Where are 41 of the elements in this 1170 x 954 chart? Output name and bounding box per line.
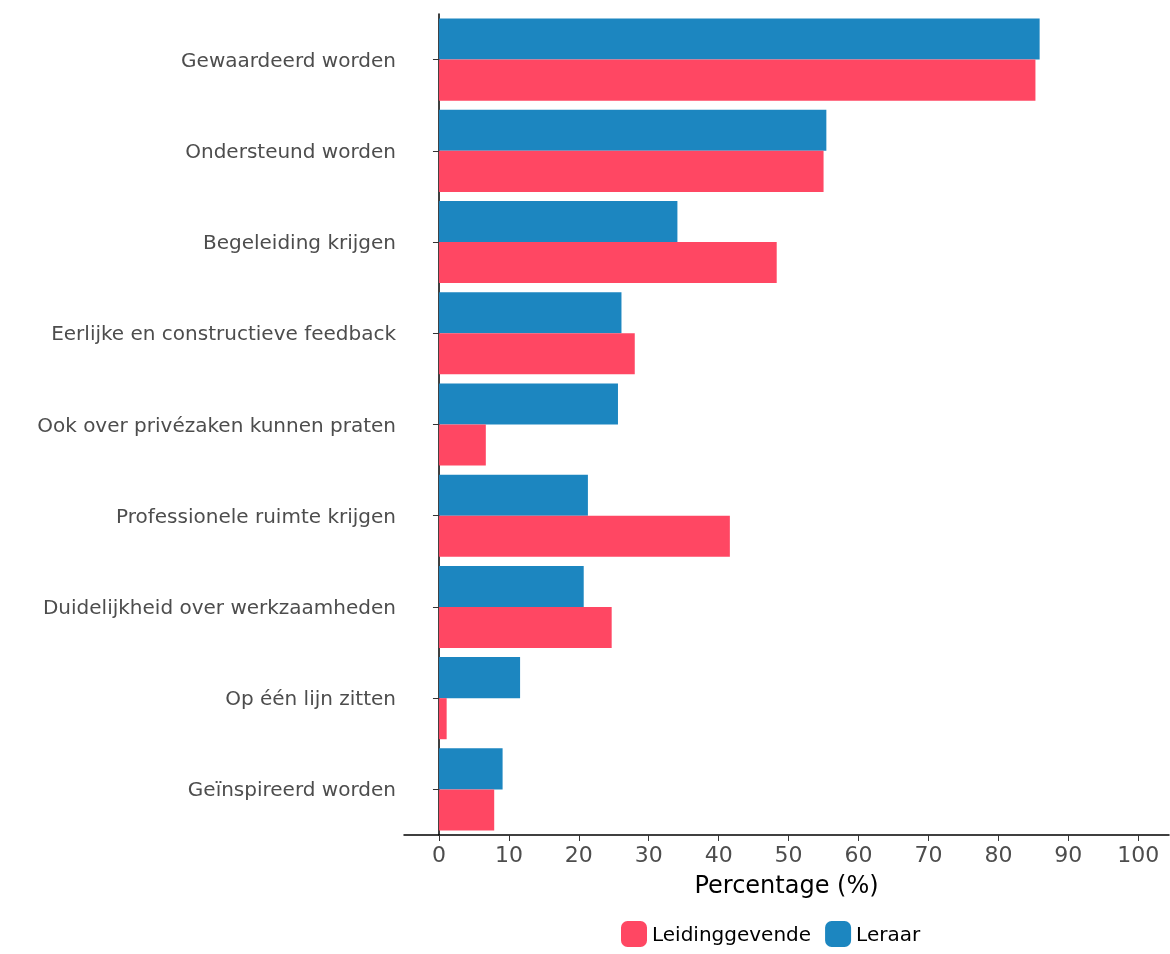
bar — [438, 383, 618, 425]
bar — [438, 109, 827, 151]
bar — [438, 657, 521, 699]
bar — [438, 292, 622, 334]
bar — [438, 201, 678, 243]
x-tick-label: 100 — [1117, 841, 1160, 867]
x-tick-label: 10 — [494, 841, 523, 867]
y-tick-label: Ondersteund worden — [185, 138, 396, 163]
x-tick-label: 60 — [844, 841, 873, 867]
bar — [438, 565, 584, 607]
bar — [438, 606, 612, 648]
x-tick-label: 40 — [704, 841, 733, 867]
bar — [438, 474, 588, 516]
y-tick-label: Duidelijkheid over werkzaamheden — [42, 594, 396, 619]
x-tick-label: 90 — [1054, 841, 1083, 867]
x-tick-label: 20 — [564, 841, 593, 867]
bar — [438, 242, 777, 284]
x-axis-title: Percentage (%) — [694, 871, 879, 899]
x-tick-label: 50 — [774, 841, 803, 867]
bar — [438, 424, 486, 466]
y-tick-label: Op één lijn zitten — [225, 686, 396, 711]
bar — [438, 59, 1036, 101]
bar — [438, 748, 503, 790]
y-tick-label: Gewaardeerd worden — [181, 47, 396, 72]
bar — [438, 18, 1040, 60]
bar — [438, 333, 635, 375]
legend-label: Leraar — [856, 922, 921, 946]
y-tick-label: Professionele ruimte krijgen — [116, 503, 396, 528]
x-tick-label: 0 — [431, 841, 446, 867]
bar — [438, 789, 495, 831]
x-tick-label: 80 — [984, 841, 1013, 867]
bar — [438, 515, 730, 557]
x-tick-label: 70 — [914, 841, 943, 867]
legend-label: Leidinggevende — [652, 922, 812, 946]
y-tick-label: Geïnspireerd worden — [187, 777, 396, 802]
bar — [438, 698, 447, 740]
y-tick-label: Ook over privézaken kunnen praten — [37, 412, 396, 437]
bar — [438, 150, 824, 192]
y-tick-label: Eerlijke en constructieve feedback — [51, 321, 397, 346]
x-tick-label: 30 — [634, 841, 663, 867]
y-tick-label: Begeleiding krijgen — [202, 230, 396, 255]
